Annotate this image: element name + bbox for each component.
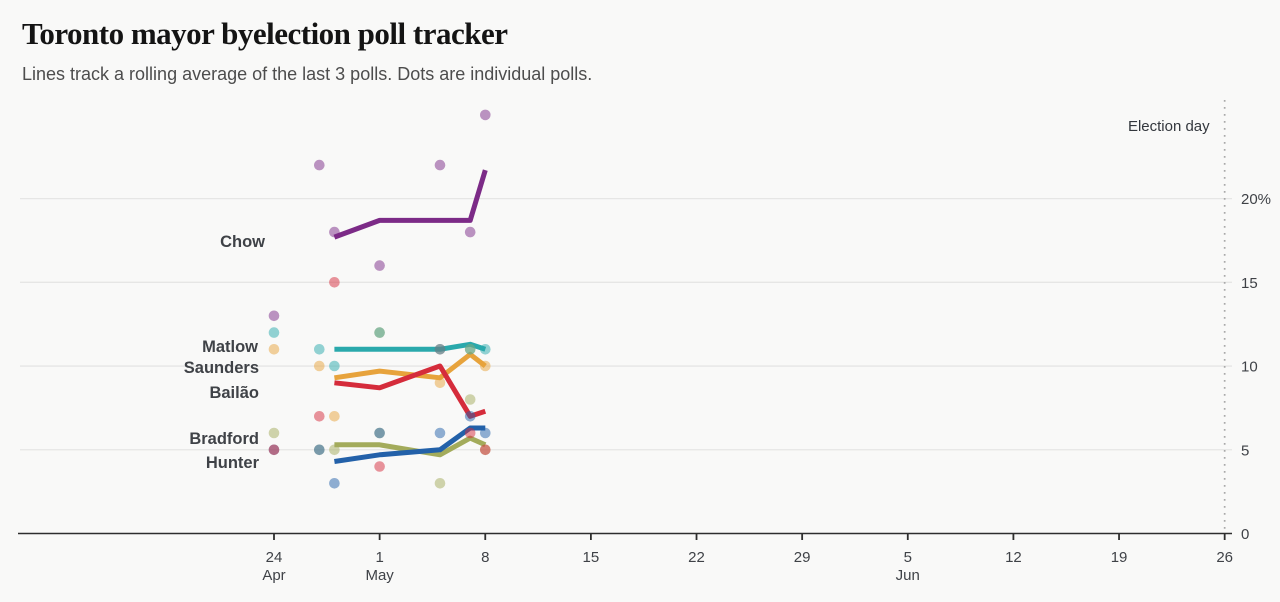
bail-o-label: Bailão <box>209 384 259 402</box>
x-axis-day-label: 5 <box>904 549 912 566</box>
x-axis-day-label: 29 <box>794 549 811 566</box>
page-title: Toronto mayor byelection poll tracker <box>22 16 508 51</box>
bail-o-poll-dot <box>314 411 325 422</box>
saunders-poll-dot <box>268 344 280 355</box>
y-axis-label-10: 10 <box>1241 359 1258 376</box>
saunders-poll-dot <box>329 411 340 422</box>
matlow-poll-dot <box>464 344 476 355</box>
bail-o-poll-dot <box>374 461 385 472</box>
chow-poll-dot <box>480 109 491 121</box>
x-axis-month-label: May <box>365 567 394 584</box>
bail-o-poll-dot <box>268 444 280 456</box>
chow-poll-dot <box>329 226 340 238</box>
saunders-poll-dot <box>314 360 325 372</box>
bail-o-poll-dot <box>464 427 476 439</box>
hunter-poll-dot <box>314 444 325 456</box>
y-axis-label-0: 0 <box>1241 526 1249 543</box>
chow-poll-dot <box>268 310 280 322</box>
matlow-poll-dot <box>374 327 385 338</box>
election-day-label: Election day <box>1128 118 1210 135</box>
matlow-poll-dot <box>268 327 280 338</box>
x-axis-day-label: 8 <box>481 549 489 566</box>
x-axis-month-label: Jun <box>896 567 920 584</box>
saunders-poll-dot <box>434 377 446 389</box>
bradford-poll-dot <box>464 394 476 405</box>
bradford-poll-dot <box>434 478 446 489</box>
bradford-trend-line <box>334 435 487 458</box>
chow-poll-dot <box>314 159 325 171</box>
hunter-poll-dot <box>464 411 476 422</box>
bail-o-trend-line <box>334 363 487 419</box>
x-axis-day-label: 1 <box>375 549 383 566</box>
hunter-poll-dot <box>434 427 446 439</box>
bradford-poll-dot <box>329 444 340 456</box>
y-axis-label-15: 15 <box>1241 275 1258 292</box>
x-axis-day-label: 22 <box>688 549 705 566</box>
x-axis-day-label: 15 <box>583 549 600 566</box>
y-axis-label-20: 20% <box>1241 191 1271 208</box>
y-axis-label-5: 5 <box>1241 442 1249 459</box>
x-axis-day-label: 12 <box>1005 549 1022 566</box>
bail-o-poll-dot <box>329 277 340 288</box>
matlow-poll-dot <box>329 360 340 372</box>
saunders-poll-dot <box>480 360 491 372</box>
chow-poll-dot <box>434 159 446 171</box>
chow-poll-dot <box>464 226 476 238</box>
hunter-poll-dot <box>480 427 491 439</box>
hunter-poll-dot <box>374 427 385 439</box>
chow-trend-line <box>333 169 488 240</box>
hunter-poll-dot <box>329 478 340 489</box>
matlow-poll-dot <box>434 344 446 355</box>
matlow-label: Matlow <box>202 338 258 356</box>
x-axis-day-label: 24 <box>266 549 283 566</box>
bail-o-poll-dot <box>480 444 491 456</box>
x-axis-day-label: 19 <box>1111 549 1128 566</box>
bradford-poll-dot <box>268 427 280 439</box>
hunter-label: Hunter <box>206 454 260 472</box>
chow-label: Chow <box>220 233 265 251</box>
bradford-label: Bradford <box>189 430 259 448</box>
chow-poll-dot <box>374 260 385 271</box>
x-axis-month-label: Apr <box>262 567 285 584</box>
matlow-poll-dot <box>314 344 325 355</box>
saunders-label: Saunders <box>184 359 259 377</box>
matlow-trend-line <box>334 341 487 352</box>
page-subtitle: Lines track a rolling average of the las… <box>22 64 593 84</box>
x-axis-day-label: 26 <box>1216 549 1233 566</box>
hunter-trend-line <box>334 425 486 464</box>
matlow-poll-dot <box>480 344 491 355</box>
